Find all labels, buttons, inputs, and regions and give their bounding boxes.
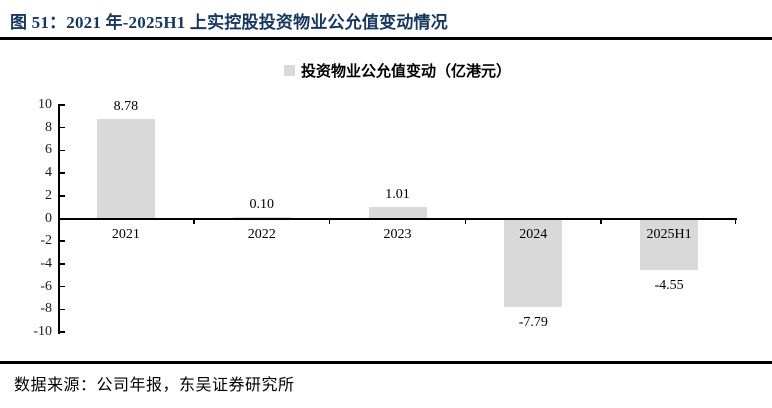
x-axis-label-2022: 2022 (247, 226, 276, 242)
x-axis-label-2023: 2023 (383, 226, 412, 242)
x-axis-line (58, 217, 737, 220)
legend-label: 投资物业公允值变动（亿港元） (300, 64, 511, 80)
data-label-2023: 1.01 (385, 187, 410, 203)
chart-plot-area: 10 8 6 4 2 0 -2 -4 -6 -8 -10 8.78 2021 0.10 2022 1.01 20… (33, 97, 737, 339)
x-axis-tick (464, 218, 467, 224)
source-rule-divider (0, 361, 772, 364)
bar-2021 (96, 118, 155, 219)
y-axis-tick-label: 4 (45, 165, 52, 181)
y-axis-tick-label: 0 (45, 210, 52, 226)
y-axis-tick-label: -2 (40, 233, 52, 249)
bar-2024 (504, 218, 563, 307)
y-axis-tick (58, 126, 65, 129)
data-label-2022: 0.10 (249, 197, 274, 213)
y-axis-tick (58, 285, 65, 288)
x-axis-tick (734, 218, 737, 224)
y-axis-tick (58, 172, 65, 174)
x-axis-tick (600, 218, 602, 224)
bar-2023 (368, 207, 427, 219)
y-axis-tick (58, 149, 65, 152)
y-axis-tick-label: 10 (38, 97, 52, 112)
y-axis-tick (58, 104, 65, 106)
y-axis-line (58, 105, 60, 334)
x-axis-label-2024: 2024 (519, 226, 548, 242)
figure-title: 图 51：2021 年-2025H1 上实控股投资物业公允值变动情况 (10, 13, 448, 32)
bar-2025H1 (640, 218, 699, 271)
y-axis-tick-label: 6 (45, 142, 52, 158)
y-axis-tick (58, 195, 65, 197)
y-axis-tick (58, 308, 65, 311)
x-axis-label-2021: 2021 (111, 226, 140, 242)
data-label-2024: -7.79 (518, 314, 548, 330)
y-axis-tick-label: -6 (40, 278, 52, 294)
y-axis-tick-label: 2 (45, 187, 52, 203)
title-rule-divider (0, 37, 772, 40)
y-axis-tick-label: -8 (40, 301, 52, 317)
chart-legend: 投资物业公允值变动（亿港元） (58, 60, 737, 81)
data-label-2021: 8.78 (113, 98, 139, 114)
y-axis-tick-label: -4 (40, 255, 52, 271)
y-axis-tick-label: -10 (33, 324, 52, 339)
y-axis-tick (58, 240, 65, 242)
x-axis-tick (328, 218, 331, 224)
x-axis-tick (193, 218, 195, 224)
legend-swatch-icon (283, 65, 295, 76)
y-axis-tick (58, 331, 65, 333)
y-axis-tick-label: 8 (45, 119, 52, 135)
x-axis-label-2025H1: 2025H1 (646, 226, 692, 242)
y-axis-tick (58, 263, 65, 265)
data-source-note: 数据来源：公司年报，东吴证券研究所 (14, 377, 295, 394)
data-label-2025H1: -4.55 (654, 278, 684, 294)
